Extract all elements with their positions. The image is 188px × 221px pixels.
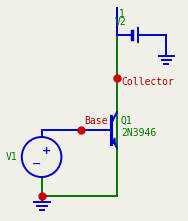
Text: V1: V1: [6, 152, 18, 162]
Text: +: +: [42, 146, 51, 156]
Text: Q1: Q1: [121, 116, 133, 126]
Text: −: −: [32, 159, 41, 169]
Text: V2: V2: [115, 17, 127, 27]
Text: Collector: Collector: [121, 77, 174, 87]
Text: 1: 1: [119, 9, 125, 19]
Text: Base: Base: [84, 116, 108, 126]
Text: 2N3946: 2N3946: [121, 128, 156, 138]
